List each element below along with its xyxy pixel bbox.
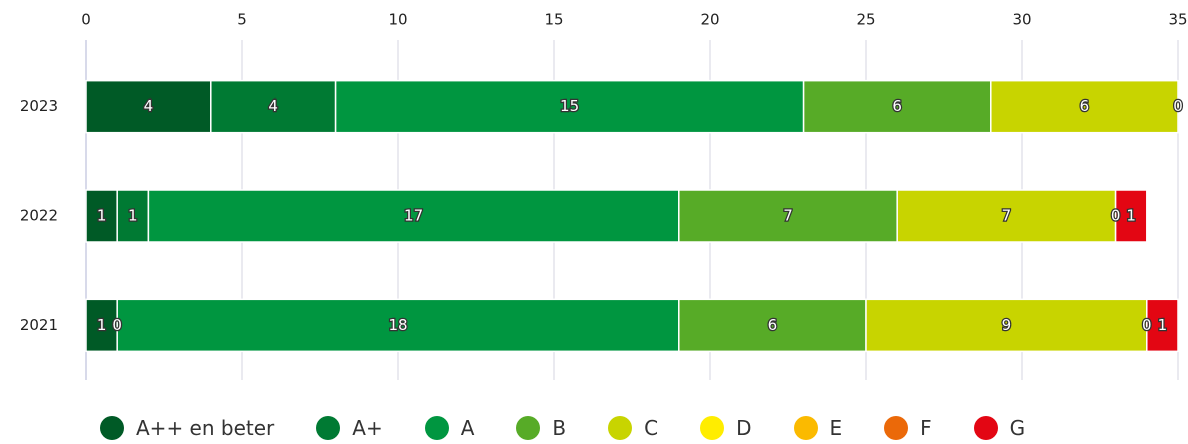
legend-item[interactable]: A++ en beter xyxy=(100,416,274,440)
bar-segment xyxy=(334,79,805,134)
bar-segment xyxy=(116,189,150,243)
bar-segment xyxy=(678,189,898,243)
data-label: 6 xyxy=(1080,97,1090,115)
legend-item[interactable]: E xyxy=(793,416,843,440)
bar-segment xyxy=(147,189,680,243)
legend-swatch xyxy=(424,416,449,440)
data-label: 6 xyxy=(768,316,778,334)
data-label: 1 xyxy=(97,207,107,225)
legend-item[interactable]: D xyxy=(700,416,752,440)
data-label: 1 xyxy=(128,207,138,225)
bar-segment xyxy=(1114,189,1148,243)
legend-swatch xyxy=(884,416,909,440)
bar-segment xyxy=(1146,298,1179,353)
data-label: 4 xyxy=(268,97,278,115)
bar-segment xyxy=(116,298,680,353)
x-tick-label: 15 xyxy=(544,11,563,29)
bar-segment xyxy=(802,79,992,134)
legend-item[interactable]: G xyxy=(973,416,1026,440)
data-label: 1 xyxy=(1126,207,1136,225)
data-label: 0 xyxy=(1142,316,1152,334)
legend-label: A+ xyxy=(352,416,383,440)
legend-swatch xyxy=(608,416,633,440)
legend-label: A++ en beter xyxy=(136,416,275,440)
x-tick-label: 0 xyxy=(81,11,91,29)
bar-segment xyxy=(990,79,1179,134)
bar-segment xyxy=(865,298,1148,353)
legend-swatch xyxy=(516,416,541,440)
x-tick-label: 25 xyxy=(856,11,875,29)
legend-item[interactable]: B xyxy=(516,416,566,440)
legend-swatch xyxy=(700,416,725,440)
y-tick-label: 2021 xyxy=(20,316,58,334)
legend-swatch xyxy=(100,416,124,440)
bar-segment xyxy=(85,189,118,243)
legend-item[interactable]: A xyxy=(424,416,475,440)
data-label: 0 xyxy=(112,316,122,334)
legend-item[interactable]: F xyxy=(884,416,932,440)
data-label: 1 xyxy=(1158,316,1168,334)
data-label: 0 xyxy=(1173,97,1183,115)
x-tick-label: 5 xyxy=(237,11,247,29)
legend-swatch xyxy=(973,416,998,440)
legend-item[interactable]: A+ xyxy=(316,416,383,440)
x-tick-label: 30 xyxy=(1012,11,1031,29)
data-label: 0 xyxy=(1111,207,1121,225)
bar-segment xyxy=(210,79,337,134)
legend: A++ en beter A+ A B C D E F G xyxy=(100,416,1100,440)
legend-item[interactable]: C xyxy=(608,416,658,440)
x-tick-label: 20 xyxy=(700,11,719,29)
data-label: 17 xyxy=(404,207,423,225)
x-tick-label: 10 xyxy=(388,11,407,29)
data-label: 4 xyxy=(144,97,154,115)
legend-label: E xyxy=(829,416,843,440)
y-tick-label: 2022 xyxy=(20,207,58,225)
legend-swatch xyxy=(793,416,818,440)
legend-label: F xyxy=(920,416,932,440)
data-label: 7 xyxy=(1002,207,1012,225)
legend-label: A xyxy=(460,416,475,440)
data-label: 18 xyxy=(388,316,407,334)
data-label: 15 xyxy=(560,97,579,115)
legend-swatch xyxy=(316,416,341,440)
legend-label: C xyxy=(644,416,659,440)
x-tick-label: 35 xyxy=(1168,11,1187,29)
legend-label: B xyxy=(552,416,567,440)
legend-label: D xyxy=(736,416,752,440)
y-tick-label: 2023 xyxy=(20,97,58,115)
bar-segment xyxy=(896,189,1117,243)
data-label: 9 xyxy=(1002,316,1012,334)
data-label: 6 xyxy=(892,97,902,115)
legend-label: G xyxy=(1009,416,1026,440)
data-label: 1 xyxy=(97,316,107,334)
data-label: 7 xyxy=(783,207,793,225)
